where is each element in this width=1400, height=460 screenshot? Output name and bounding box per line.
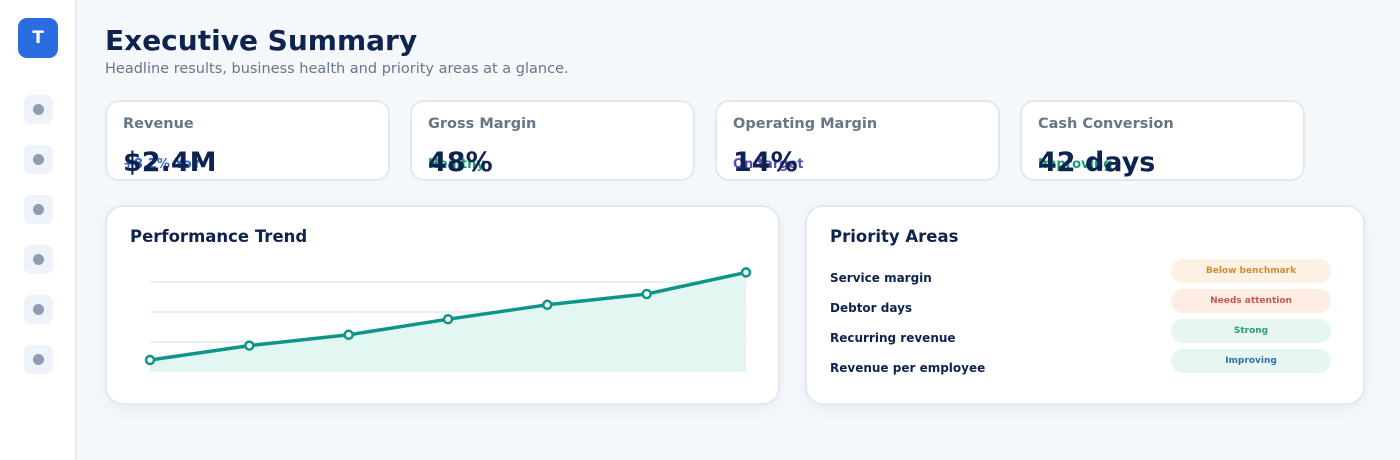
sidebar-item-6[interactable]: [24, 345, 53, 374]
kpi-label: Operating Margin: [733, 116, 878, 132]
kpi-card-operating-margin[interactable]: Operating Margin On target 14%: [715, 100, 1000, 181]
kpi-label: Cash Conversion: [1038, 116, 1174, 132]
status-badge: Strong: [1171, 319, 1331, 343]
card-title: Priority Areas: [830, 227, 959, 246]
priority-item-label: Service margin: [830, 271, 932, 285]
kpi-value: $2.4M: [123, 147, 217, 178]
priority-item-label: Recurring revenue: [830, 331, 956, 345]
sidebar-item-5[interactable]: [24, 295, 53, 324]
trend-point[interactable]: [144, 354, 156, 366]
nav-dot-icon: [33, 254, 44, 265]
kpi-note: Improving: [1038, 157, 1113, 172]
priority-item-label: Debtor days: [830, 301, 913, 315]
kpi-note: +8.2% YoY: [123, 157, 202, 172]
kpi-value: 42 days: [1038, 147, 1156, 178]
kpi-note: On target: [733, 157, 804, 172]
kpi-value: 48%: [428, 147, 493, 178]
trend-point[interactable]: [542, 299, 553, 311]
sidebar-item-1[interactable]: [24, 95, 53, 124]
status-badge: Below benchmark: [1171, 259, 1331, 283]
kpi-value: 14%: [733, 147, 798, 178]
sidebar-item-4[interactable]: [24, 245, 53, 274]
priority-areas-card: Priority Areas Service margin Below benc…: [805, 205, 1365, 405]
kpi-card-gross-margin[interactable]: Gross Margin Healthy 48%: [410, 100, 695, 181]
kpi-label: Gross Margin: [428, 116, 537, 132]
kpi-note: Healthy: [428, 157, 485, 172]
card-title: Performance Trend: [130, 227, 308, 246]
app-logo[interactable]: T: [18, 18, 58, 58]
trend-point[interactable]: [343, 329, 354, 341]
performance-trend-chart: [144, 267, 752, 372]
nav-dot-icon: [33, 204, 44, 215]
sidebar: T: [0, 0, 77, 460]
trend-point[interactable]: [641, 288, 652, 300]
kpi-card-revenue[interactable]: Revenue +8.2% YoY $2.4M: [105, 100, 390, 181]
page-title: Executive Summary: [105, 24, 418, 57]
nav-dot-icon: [33, 354, 44, 365]
sidebar-item-2[interactable]: [24, 145, 53, 174]
priority-item-label: Revenue per employee: [830, 361, 986, 375]
kpi-label: Revenue: [123, 116, 194, 132]
status-badge: Improving: [1171, 349, 1331, 373]
trend-point[interactable]: [442, 313, 454, 325]
trend-point[interactable]: [244, 340, 255, 351]
nav-dot-icon: [33, 154, 44, 165]
page-subtitle: Headline results, business health and pr…: [105, 61, 569, 77]
kpi-card-cash-conversion[interactable]: Cash Conversion Improving 42 days: [1020, 100, 1305, 181]
sidebar-item-3[interactable]: [24, 195, 53, 224]
nav-dot-icon: [33, 104, 44, 115]
performance-trend-card: Performance Trend: [105, 205, 780, 405]
nav-dot-icon: [33, 304, 44, 315]
trend-point[interactable]: [740, 267, 752, 278]
status-badge: Needs attention: [1171, 289, 1331, 313]
